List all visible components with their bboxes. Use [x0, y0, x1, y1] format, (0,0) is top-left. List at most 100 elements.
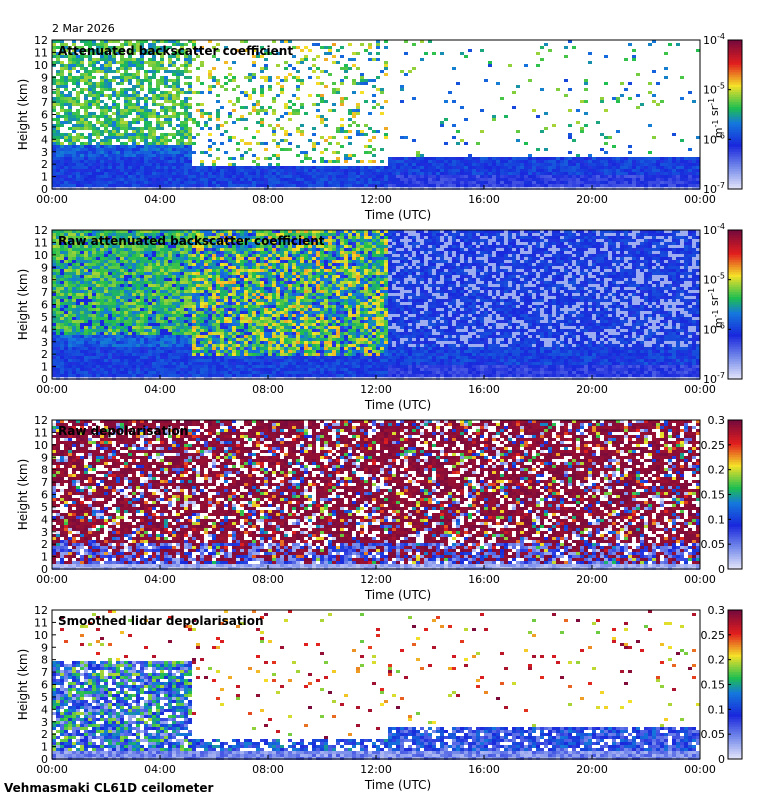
heatmap-cell	[328, 52, 332, 55]
heatmap-cell	[160, 284, 164, 287]
heatmap-cell	[316, 184, 320, 187]
heatmap-cell	[396, 172, 400, 175]
heatmap-cell	[480, 166, 484, 169]
heatmap-cell	[672, 160, 676, 163]
heatmap-cell	[156, 284, 160, 287]
heatmap-cell	[468, 166, 472, 169]
heatmap-cell	[68, 347, 72, 350]
heatmap-cell	[104, 245, 108, 248]
heatmap-cell	[96, 115, 100, 118]
heatmap-cell	[112, 130, 116, 133]
heatmap-cell	[120, 154, 124, 157]
heatmap-cell	[56, 314, 60, 317]
heatmap-cell	[188, 118, 192, 121]
heatmap-cell	[64, 112, 68, 115]
heatmap-cell	[300, 58, 304, 61]
heatmap-cell	[144, 178, 148, 181]
heatmap-cell	[296, 46, 300, 49]
heatmap-cell	[652, 172, 656, 175]
heatmap-cell	[540, 163, 544, 166]
heatmap-cell	[160, 121, 164, 124]
heatmap-cell	[256, 55, 260, 58]
heatmap-cell	[104, 278, 108, 281]
heatmap-cell	[564, 94, 568, 97]
heatmap-cell	[112, 299, 116, 302]
heatmap-cell	[164, 142, 168, 145]
heatmap-cell	[680, 97, 684, 100]
heatmap-cell	[308, 175, 312, 178]
heatmap-cell	[252, 73, 256, 76]
colorbar-segment	[728, 109, 742, 113]
heatmap-cell	[80, 356, 84, 359]
heatmap-cell	[124, 347, 128, 350]
heatmap-cell	[332, 43, 336, 46]
heatmap-cell	[116, 61, 120, 64]
heatmap-cell	[384, 178, 388, 181]
heatmap-cell	[568, 40, 572, 43]
heatmap-cell	[76, 371, 80, 374]
heatmap-cell	[152, 154, 156, 157]
heatmap-cell	[120, 374, 124, 377]
heatmap-cell	[60, 157, 64, 160]
heatmap-cell	[104, 359, 108, 362]
heatmap-cell	[108, 64, 112, 67]
heatmap-cell	[92, 356, 96, 359]
heatmap-cell	[64, 269, 68, 272]
heatmap-cell	[256, 181, 260, 184]
heatmap-cell	[152, 236, 156, 239]
heatmap-cell	[156, 326, 160, 329]
heatmap-cell	[172, 329, 176, 332]
heatmap-cell	[72, 302, 76, 305]
heatmap-cell	[120, 109, 124, 112]
heatmap-cell	[108, 236, 112, 239]
heatmap-cell	[64, 359, 68, 362]
heatmap-cell	[64, 350, 68, 353]
heatmap-cell	[364, 181, 368, 184]
heatmap-cell	[576, 109, 580, 112]
heatmap-cell	[456, 172, 460, 175]
heatmap-cell	[216, 175, 220, 178]
heatmap-cell	[404, 184, 408, 187]
heatmap-cell	[300, 172, 304, 175]
heatmap-cell	[108, 296, 112, 299]
heatmap-cell	[192, 178, 196, 181]
heatmap-cell	[352, 184, 356, 187]
colorbar-segment	[728, 121, 742, 126]
heatmap-cell	[104, 163, 108, 166]
heatmap-cell	[136, 281, 140, 284]
heatmap-cell	[216, 79, 220, 82]
heatmap-cell	[372, 160, 376, 163]
heatmap-cell	[88, 46, 92, 49]
heatmap-cell	[224, 88, 228, 91]
colorbar: 10-410-510-610-7m-1 sr-1	[703, 32, 743, 196]
colorbar-segment	[728, 164, 742, 168]
heatmap-cell	[160, 160, 164, 163]
heatmap-cell	[368, 181, 372, 184]
heatmap-cell	[88, 359, 92, 362]
heatmap-cell	[652, 184, 656, 187]
heatmap-cell	[240, 169, 244, 172]
heatmap-cell	[156, 302, 160, 305]
heatmap-cell	[148, 85, 152, 88]
heatmap-cell	[336, 91, 340, 94]
heatmap-cell	[140, 347, 144, 350]
heatmap-cell	[180, 151, 184, 154]
heatmap-cell	[112, 121, 116, 124]
heatmap-cell	[160, 61, 164, 64]
heatmap-cell	[148, 344, 152, 347]
heatmap-cell	[584, 124, 588, 127]
heatmap-cell	[172, 314, 176, 317]
heatmap-cell	[80, 121, 84, 124]
heatmap-cell	[140, 287, 144, 290]
heatmap-cell	[332, 82, 336, 85]
heatmap-cell	[148, 281, 152, 284]
heatmap-cell	[140, 55, 144, 58]
heatmap-cell	[196, 184, 200, 187]
heatmap-cell	[92, 124, 96, 127]
heatmap-cell	[112, 350, 116, 353]
colorbar-segment	[728, 102, 742, 106]
heatmap-cell	[140, 362, 144, 365]
heatmap-cell	[116, 112, 120, 115]
heatmap-cell	[256, 121, 260, 124]
heatmap-cell	[164, 305, 168, 308]
